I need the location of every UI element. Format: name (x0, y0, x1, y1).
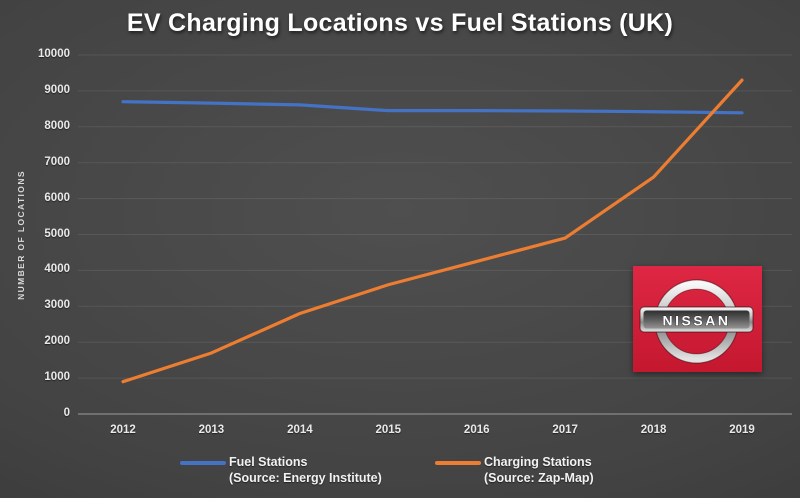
y-tick-label: 7000 (44, 155, 70, 168)
legend-source-charging-stations: (Source: Zap-Map) (484, 471, 594, 485)
legend-label-charging-stations: Charging Stations (484, 455, 592, 469)
y-tick-label: 1000 (44, 371, 70, 384)
x-tick-label: 2014 (287, 424, 313, 436)
legend-label-fuel-stations: Fuel Stations (229, 455, 308, 469)
y-tick-label: 8000 (44, 119, 70, 132)
legend-item-charging-stations: Charging Stations (Source: Zap-Map) (435, 454, 594, 486)
x-tick-label: 2016 (463, 424, 490, 436)
y-tick-label: 5000 (44, 227, 70, 240)
x-tick-label: 2017 (552, 424, 578, 436)
x-tick-label: 2015 (375, 424, 402, 436)
y-tick-label: 4000 (44, 263, 70, 276)
charging-stations-line (121, 78, 744, 384)
y-tick-label: 9000 (44, 83, 70, 96)
y-tick-label: 2000 (44, 335, 70, 348)
x-tick-label: 2019 (729, 424, 755, 436)
legend-source-fuel-stations: (Source: Energy Institute) (229, 471, 382, 485)
x-tick-label: 2012 (110, 424, 136, 436)
nissan-bar-inner (643, 310, 750, 329)
nissan-logo: NISSAN (633, 266, 762, 372)
nissan-wordmark: NISSAN (663, 313, 731, 329)
y-tick-label: 6000 (44, 191, 70, 204)
legend-text-fuel-stations: Fuel Stations (Source: Energy Institute) (229, 454, 382, 486)
nissan-emblem-graphic: NISSAN (633, 266, 762, 372)
x-tick-label: 2013 (198, 424, 225, 436)
y-tick-label: 10000 (38, 48, 70, 60)
legend-item-fuel-stations: Fuel Stations (Source: Energy Institute) (180, 454, 382, 486)
chart-title: EV Charging Locations vs Fuel Stations (… (126, 9, 674, 37)
x-tick-label: 2018 (640, 424, 667, 436)
y-tick-label: 3000 (44, 299, 70, 312)
y-tick-label: 0 (63, 407, 70, 419)
charging-stations-line-swatch (435, 461, 481, 465)
fuel-stations-line (121, 100, 744, 115)
legend-text-charging-stations: Charging Stations (Source: Zap-Map) (484, 454, 594, 486)
fuel-stations-line-swatch (180, 461, 226, 465)
